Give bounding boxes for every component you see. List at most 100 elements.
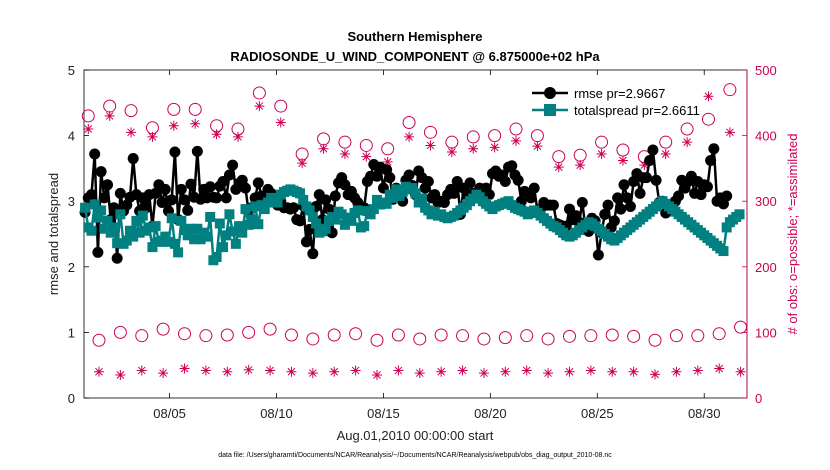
assimilated-obs-point: [607, 367, 617, 377]
totalspread-point: [735, 209, 745, 219]
rmse-point: [500, 176, 511, 187]
x-axis-label: Aug.01,2010 00:00:00 start: [337, 428, 494, 443]
totalspread-point: [224, 209, 234, 219]
rmse-point: [179, 194, 190, 205]
rmse-point: [641, 172, 652, 183]
totalspread-point: [718, 246, 728, 256]
assimilated-obs-point: [393, 365, 403, 375]
rmse-point: [423, 176, 434, 187]
totalspread-point: [167, 213, 177, 223]
assimilated-obs-point: [158, 368, 168, 378]
rmse-point: [240, 183, 251, 194]
rmse-point: [115, 188, 126, 199]
assimilated-obs-point: [511, 136, 521, 146]
x-tick-label: 08/15: [367, 406, 400, 421]
totalspread-point: [205, 212, 215, 222]
rmse-point: [166, 194, 177, 205]
rmse-point: [224, 169, 235, 180]
y-tick-label: 5: [68, 63, 75, 78]
assimilated-obs-point: [169, 121, 179, 131]
assimilated-obs-point: [543, 368, 553, 378]
assimilated-obs-point: [597, 149, 607, 159]
y-right-tick-label: 200: [755, 260, 777, 275]
rmse-point: [211, 192, 222, 203]
rmse-point: [169, 147, 180, 158]
assimilated-obs-point: [126, 127, 136, 137]
assimilated-obs-point: [618, 156, 628, 166]
totalspread-point: [202, 232, 212, 242]
rmse-point: [708, 143, 719, 154]
totalspread-point: [231, 239, 241, 249]
assimilated-obs-point: [340, 149, 350, 159]
rmse-point: [288, 202, 299, 213]
assimilated-obs-point: [115, 370, 125, 380]
chart-subtitle: RADIOSONDE_U_WIND_COMPONENT @ 6.875000e+…: [230, 49, 600, 64]
assimilated-obs-point: [137, 365, 147, 375]
rmse-point: [529, 183, 540, 194]
x-tick-label: 08/30: [688, 406, 721, 421]
y-tick-label: 4: [68, 129, 75, 144]
rmse-point: [301, 236, 312, 247]
rmse-point: [612, 192, 623, 203]
x-tick-label: 08/20: [474, 406, 507, 421]
assimilated-obs-point: [704, 91, 714, 101]
assimilated-obs-point: [361, 152, 371, 162]
assimilated-obs-point: [297, 158, 307, 168]
totalspread-point: [109, 222, 119, 232]
x-tick-label: 08/05: [153, 406, 186, 421]
assimilated-obs-point: [276, 117, 286, 127]
rmse-point: [182, 205, 193, 216]
totalspread-point: [253, 219, 263, 229]
assimilated-obs-point: [329, 367, 339, 377]
y-right-tick-label: 100: [755, 325, 777, 340]
assimilated-obs-point: [436, 367, 446, 377]
rmse-point: [102, 179, 113, 190]
assimilated-obs-point: [83, 124, 93, 134]
assimilated-obs-point: [554, 162, 564, 172]
y-tick-label: 3: [68, 194, 75, 209]
x-tick-label: 08/10: [260, 406, 293, 421]
rmse-point: [651, 175, 662, 186]
assimilated-obs-point: [94, 367, 104, 377]
rmse-point: [593, 249, 604, 260]
rmse-point: [307, 248, 318, 259]
y-right-tick-label: 500: [755, 63, 777, 78]
totalspread-point: [80, 203, 90, 213]
assimilated-obs-point: [682, 137, 692, 147]
assimilated-obs-point: [500, 367, 510, 377]
y-right-tick-label: 0: [755, 391, 762, 406]
totalspread-point: [96, 205, 106, 215]
rmse-point: [548, 200, 559, 211]
assimilated-obs-point: [693, 365, 703, 375]
rmse-point: [176, 184, 187, 195]
rmse-point: [253, 177, 264, 188]
totalspread-point: [359, 221, 369, 231]
legend-rmse-label: rmse pr=2.9667: [574, 86, 665, 101]
rmse-point: [644, 155, 655, 166]
rmse-point: [625, 201, 636, 212]
assimilated-obs-point: [661, 149, 671, 159]
rmse-point: [384, 172, 395, 183]
rmse-point: [448, 188, 459, 199]
assimilated-obs-point: [233, 132, 243, 142]
rmse-point: [577, 197, 588, 208]
chart-title: Southern Hemisphere: [347, 29, 482, 44]
assimilated-obs-point: [265, 365, 275, 375]
assimilated-obs-point: [586, 365, 596, 375]
legend-totalspread-label: totalspread pr=2.6611: [574, 103, 700, 118]
rmse-point: [192, 146, 203, 157]
assimilated-obs-point: [725, 127, 735, 137]
rmse-point: [635, 188, 646, 199]
assimilated-obs-point: [714, 363, 724, 373]
totalspread-point: [170, 239, 180, 249]
assimilated-obs-point: [415, 368, 425, 378]
rmse-point: [227, 160, 238, 171]
rmse-point: [160, 184, 171, 195]
assimilated-obs-point: [105, 111, 115, 121]
rmse-point: [721, 190, 732, 201]
rmse-point: [615, 204, 626, 215]
assimilated-obs-point: [372, 370, 382, 380]
assimilated-obs-point: [564, 367, 574, 377]
legend-totalspread-marker: [544, 104, 556, 116]
totalspread-point: [240, 204, 250, 214]
